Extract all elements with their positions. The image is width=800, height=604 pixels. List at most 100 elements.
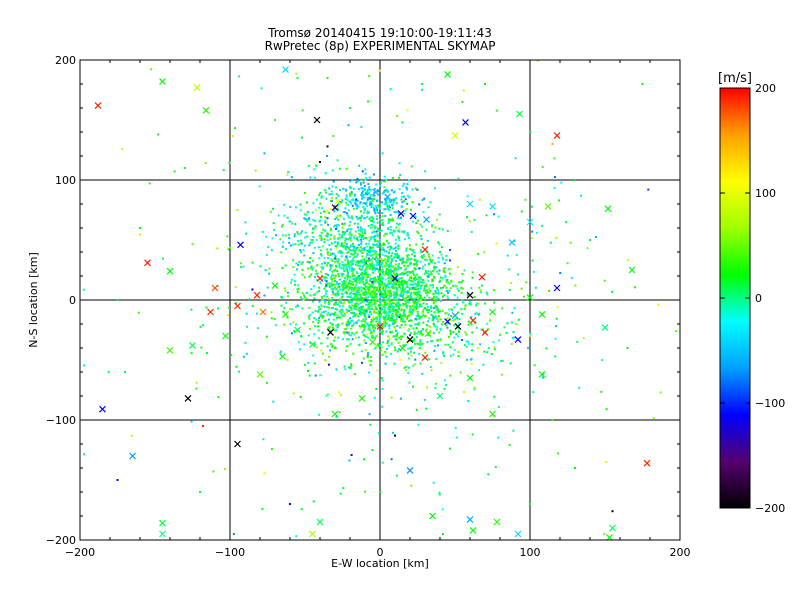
cloud-point [355, 305, 357, 307]
x-marker-point [94, 102, 102, 110]
cloud-point [351, 287, 354, 290]
cloud-point [360, 289, 363, 292]
cloud-point [402, 292, 405, 295]
cloud-point [424, 289, 426, 292]
x-marker-point [331, 410, 339, 418]
cloud-point [359, 246, 362, 249]
cloud-point [390, 263, 392, 266]
cloud-point [335, 416, 338, 418]
cloud-point [374, 306, 377, 309]
cloud-point [361, 331, 364, 334]
cloud-point [330, 266, 332, 269]
cloud-point [336, 260, 339, 263]
cloud-point [316, 346, 318, 349]
cloud-point [442, 351, 445, 354]
cloud-point [406, 291, 409, 294]
cloud-point [355, 284, 358, 287]
cloud-point [430, 369, 433, 372]
cloud-point [362, 205, 365, 208]
cloud-point [360, 268, 363, 271]
cloud-point [372, 320, 375, 323]
cloud-point [341, 338, 344, 341]
cloud-point [416, 342, 419, 345]
cloud-point [471, 271, 474, 274]
cloud-point [402, 304, 404, 307]
cloud-point [325, 306, 328, 309]
cloud-point [396, 289, 399, 292]
cloud-point [415, 336, 418, 339]
cloud-point [335, 197, 338, 199]
cloud-point [324, 229, 327, 232]
cloud-point [420, 332, 423, 335]
cloud-point [554, 176, 556, 178]
cloud-point [321, 331, 324, 334]
cloud-point [373, 258, 376, 261]
cloud-point [508, 444, 511, 446]
cloud-point [409, 275, 412, 278]
x-marker-point [372, 188, 379, 196]
cloud-point [331, 252, 334, 255]
cloud-point [414, 323, 417, 326]
cloud-point [391, 257, 394, 260]
cloud-point [390, 245, 392, 248]
cloud-point [329, 322, 332, 325]
cloud-point [419, 362, 422, 365]
cloud-point [391, 217, 394, 220]
cloud-point [435, 305, 437, 308]
cloud-point [324, 319, 327, 322]
cloud-point [437, 241, 440, 244]
cloud-point [335, 368, 338, 371]
cloud-point [286, 173, 289, 176]
cloud-point [273, 317, 276, 320]
x-marker-point [466, 374, 474, 382]
cloud-point [327, 256, 330, 259]
cloud-point [365, 296, 368, 299]
cloud-point [190, 420, 193, 423]
cloud-point [331, 280, 334, 283]
x-marker-point [423, 216, 430, 224]
cloud-point [342, 223, 345, 226]
cloud-point [401, 260, 404, 263]
cloud-point [394, 238, 397, 241]
x-marker-point [294, 326, 301, 334]
cloud-point [531, 259, 534, 262]
cloud-point [426, 289, 428, 292]
cloud-point [365, 242, 368, 245]
cloud-point [385, 293, 388, 296]
cloud-point [408, 279, 411, 282]
cloud-point [443, 262, 446, 265]
cloud-point [373, 250, 376, 253]
cloud-point [375, 252, 377, 255]
cloud-point [381, 341, 384, 344]
cloud-point [334, 274, 337, 277]
cloud-point [320, 231, 323, 234]
cloud-point [406, 109, 409, 112]
cloud-point [349, 306, 352, 309]
cloud-point [337, 282, 340, 285]
y-tick-label: 100 [55, 174, 76, 187]
cloud-point [503, 326, 506, 329]
cloud-point [374, 279, 377, 282]
x-marker-point [259, 308, 267, 316]
cloud-point [382, 179, 385, 182]
cloud-point [378, 270, 381, 273]
cloud-point [351, 242, 354, 245]
cloud-point [478, 286, 481, 289]
cloud-point [514, 157, 517, 160]
cloud-point [358, 164, 361, 167]
cloud-point [318, 300, 321, 303]
x-marker-point [189, 342, 196, 350]
cloud-point [382, 224, 385, 227]
x-marker-point [166, 346, 174, 354]
cloud-point [357, 205, 360, 208]
cloud-point [404, 302, 407, 305]
cloud-point [384, 310, 387, 313]
cloud-point [410, 283, 413, 286]
cloud-point [457, 330, 460, 333]
cloud-point [455, 285, 458, 288]
cloud-point [383, 305, 386, 308]
cloud-point [340, 267, 343, 270]
cloud-point [627, 259, 629, 262]
cloud-point [389, 226, 392, 228]
cloud-point [486, 322, 489, 325]
